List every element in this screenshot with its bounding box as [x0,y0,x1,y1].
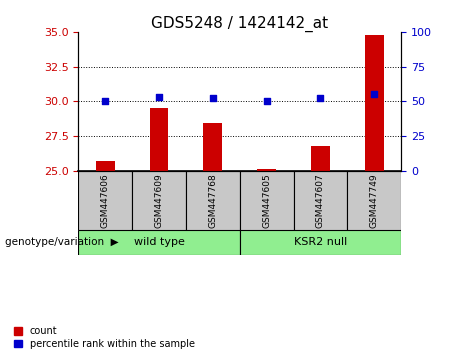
Text: GSM447749: GSM447749 [370,173,378,228]
Bar [203,124,222,171]
Text: GSM447768: GSM447768 [208,173,217,228]
Point [371,91,378,97]
Bar [294,171,347,230]
Bar [186,171,240,230]
Bar [257,169,276,171]
Point [101,98,109,104]
Text: GSM447609: GSM447609 [154,173,164,228]
Bar [240,230,401,255]
Legend: count, percentile rank within the sample: count, percentile rank within the sample [14,326,195,349]
Bar [150,108,168,171]
Point [317,96,324,101]
Bar [96,161,115,171]
Bar [78,171,132,230]
Bar [132,171,186,230]
Text: GSM447606: GSM447606 [101,173,110,228]
Point [155,94,163,100]
Text: genotype/variation  ▶: genotype/variation ▶ [5,238,118,247]
Title: GDS5248 / 1424142_at: GDS5248 / 1424142_at [151,16,328,32]
Point [209,95,217,101]
Bar [78,230,240,255]
Text: GSM447607: GSM447607 [316,173,325,228]
Point [263,98,270,104]
Text: KSR2 null: KSR2 null [294,238,347,247]
Bar [365,35,384,171]
Bar [240,171,294,230]
Bar [347,171,401,230]
Text: wild type: wild type [134,238,184,247]
Text: GSM447605: GSM447605 [262,173,271,228]
Bar [311,145,330,171]
